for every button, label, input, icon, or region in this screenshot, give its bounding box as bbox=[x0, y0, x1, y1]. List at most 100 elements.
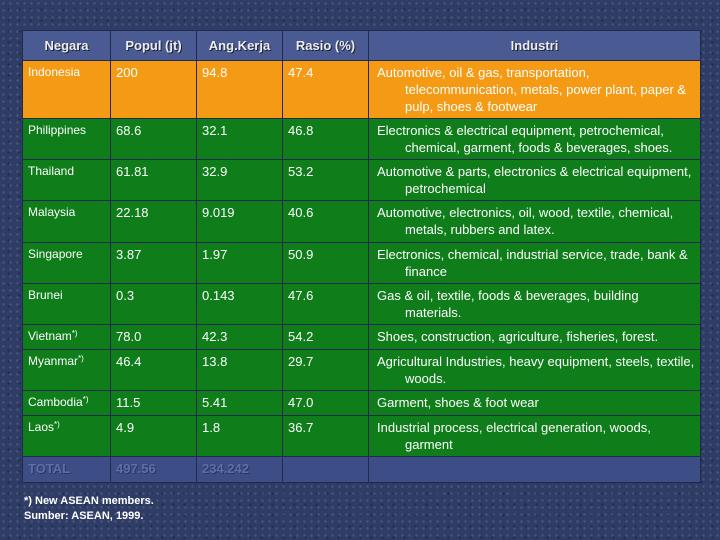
country-name: Thailand bbox=[28, 164, 75, 178]
total-rasio bbox=[282, 456, 369, 483]
rasio-cell: 50.9 bbox=[282, 242, 369, 284]
table-row: Singapore 3.87 1.97 50.9 Electronics, ch… bbox=[22, 242, 701, 284]
country-name: Philippines bbox=[28, 123, 87, 137]
ang-kerja-cell: 1.8 bbox=[196, 415, 283, 457]
industri-text: Electronics, chemical, industrial servic… bbox=[377, 247, 688, 279]
footnote-source: Sumber: ASEAN, 1999. bbox=[24, 510, 144, 522]
ang-kerja-cell: 0.143 bbox=[196, 283, 283, 325]
header-rasio: Rasio (%) bbox=[282, 30, 369, 61]
table-row: Philippines 68.6 32.1 46.8 Electronics &… bbox=[22, 118, 701, 160]
new-member-mark: *) bbox=[54, 420, 60, 429]
industri-text: Industrial process, electrical generatio… bbox=[377, 420, 651, 452]
table-row: Malaysia 22.18 9.019 40.6 Automotive, el… bbox=[22, 200, 701, 243]
country-cell: Laos*) bbox=[22, 415, 111, 457]
industri-cell: Shoes, construction, agriculture, fisher… bbox=[368, 324, 701, 350]
header-industri: Industri bbox=[368, 30, 701, 61]
industri-text: Automotive, oil & gas, transportation, t… bbox=[377, 65, 687, 114]
total-label: TOTAL bbox=[22, 456, 111, 483]
rasio-cell: 47.0 bbox=[282, 390, 369, 416]
industri-cell: Automotive & parts, electronics & electr… bbox=[368, 159, 701, 201]
popul-cell: 78.0 bbox=[110, 324, 197, 350]
country-name: Singapore bbox=[28, 247, 83, 261]
rasio-cell: 54.2 bbox=[282, 324, 369, 350]
header-row: Negara Popul (jt) Ang.Kerja Rasio (%) In… bbox=[22, 30, 701, 61]
industri-text: Electronics & electrical equipment, petr… bbox=[377, 123, 673, 155]
popul-cell: 11.5 bbox=[110, 390, 197, 416]
rasio-cell: 40.6 bbox=[282, 200, 369, 243]
total-popul: 497.56 bbox=[110, 456, 197, 483]
industri-text: Automotive, electronics, oil, wood, text… bbox=[377, 205, 674, 237]
rasio-cell: 29.7 bbox=[282, 349, 369, 391]
rasio-cell: 36.7 bbox=[282, 415, 369, 457]
popul-cell: 68.6 bbox=[110, 118, 197, 160]
country-name: Vietnam bbox=[28, 329, 72, 343]
header-negara: Negara bbox=[22, 30, 111, 61]
country-cell: Singapore bbox=[22, 242, 111, 284]
table-row: Indonesia 200 94.8 47.4 Automotive, oil … bbox=[22, 60, 701, 119]
total-industri bbox=[368, 456, 701, 483]
new-member-mark: *) bbox=[82, 395, 89, 404]
new-member-mark: *) bbox=[71, 329, 78, 338]
rasio-cell: 47.4 bbox=[282, 60, 369, 119]
footnote-new-members: *) New ASEAN members. bbox=[24, 495, 154, 507]
country-name: Indonesia bbox=[28, 65, 81, 79]
rasio-cell: 47.6 bbox=[282, 283, 369, 325]
rasio-cell: 46.8 bbox=[282, 118, 369, 160]
industri-cell: Gas & oil, textile, foods & beverages, b… bbox=[368, 283, 701, 325]
ang-kerja-cell: 94.8 bbox=[196, 60, 283, 119]
industri-cell: Automotive, oil & gas, transportation, t… bbox=[368, 60, 701, 119]
industri-cell: Garment, shoes & foot wear bbox=[368, 390, 701, 416]
footnote: *) New ASEAN members. Sumber: ASEAN, 199… bbox=[24, 494, 154, 524]
popul-cell: 22.18 bbox=[110, 200, 197, 243]
ang-kerja-cell: 13.8 bbox=[196, 349, 283, 391]
table-row: Brunei 0.3 0.143 47.6 Gas & oil, textile… bbox=[22, 283, 701, 325]
ang-kerja-cell: 5.41 bbox=[196, 390, 283, 416]
country-cell: Philippines bbox=[22, 118, 111, 160]
country-cell: Vietnam*) bbox=[22, 324, 111, 350]
popul-cell: 3.87 bbox=[110, 242, 197, 284]
table-row: Myanmar*) 46.4 13.8 29.7 Agricultural In… bbox=[22, 349, 701, 391]
header-popul: Popul (jt) bbox=[110, 30, 197, 61]
ang-kerja-cell: 1.97 bbox=[196, 242, 283, 284]
industri-cell: Industrial process, electrical generatio… bbox=[368, 415, 701, 457]
rasio-cell: 53.2 bbox=[282, 159, 369, 201]
table-row: Vietnam*) 78.0 42.3 54.2 Shoes, construc… bbox=[22, 324, 701, 350]
table-row: Thailand 61.81 32.9 53.2 Automotive & pa… bbox=[22, 159, 701, 201]
new-member-mark: *) bbox=[78, 354, 84, 363]
table-row: Laos*) 4.9 1.8 36.7 Industrial process, … bbox=[22, 415, 701, 457]
industri-text: Gas & oil, textile, foods & beverages, b… bbox=[377, 288, 639, 320]
industri-text: Shoes, construction, agriculture, fisher… bbox=[377, 329, 659, 344]
country-name: Brunei bbox=[28, 288, 63, 302]
country-cell: Myanmar*) bbox=[22, 349, 111, 391]
popul-cell: 46.4 bbox=[110, 349, 197, 391]
industri-cell: Automotive, electronics, oil, wood, text… bbox=[368, 200, 701, 243]
country-name: Malaysia bbox=[28, 205, 76, 219]
ang-kerja-cell: 42.3 bbox=[196, 324, 283, 350]
industri-text: Agricultural Industries, heavy equipment… bbox=[377, 354, 695, 386]
country-cell: Thailand bbox=[22, 159, 111, 201]
country-cell: Malaysia bbox=[22, 200, 111, 243]
industri-cell: Agricultural Industries, heavy equipment… bbox=[368, 349, 701, 391]
country-name: Laos bbox=[28, 420, 55, 434]
industri-text: Garment, shoes & foot wear bbox=[377, 395, 539, 410]
popul-cell: 61.81 bbox=[110, 159, 197, 201]
country-cell: Brunei bbox=[22, 283, 111, 325]
popul-cell: 200 bbox=[110, 60, 197, 119]
industri-text: Automotive & parts, electronics & electr… bbox=[377, 164, 692, 196]
popul-cell: 0.3 bbox=[110, 283, 197, 325]
country-cell: Indonesia bbox=[22, 60, 111, 119]
ang-kerja-cell: 9.019 bbox=[196, 200, 283, 243]
total-row: TOTAL 497.56 234.242 bbox=[22, 456, 701, 483]
industri-cell: Electronics & electrical equipment, petr… bbox=[368, 118, 701, 160]
country-cell: Cambodia*) bbox=[22, 390, 111, 416]
popul-cell: 4.9 bbox=[110, 415, 197, 457]
ang-kerja-cell: 32.1 bbox=[196, 118, 283, 160]
header-ang-kerja: Ang.Kerja bbox=[196, 30, 283, 61]
country-name: Myanmar bbox=[28, 354, 79, 368]
total-ang-kerja: 234.242 bbox=[196, 456, 283, 483]
country-name: Cambodia bbox=[28, 395, 83, 409]
ang-kerja-cell: 32.9 bbox=[196, 159, 283, 201]
asean-table: Negara Popul (jt) Ang.Kerja Rasio (%) In… bbox=[22, 30, 701, 483]
table-row: Cambodia*) 11.5 5.41 47.0 Garment, shoes… bbox=[22, 390, 701, 416]
